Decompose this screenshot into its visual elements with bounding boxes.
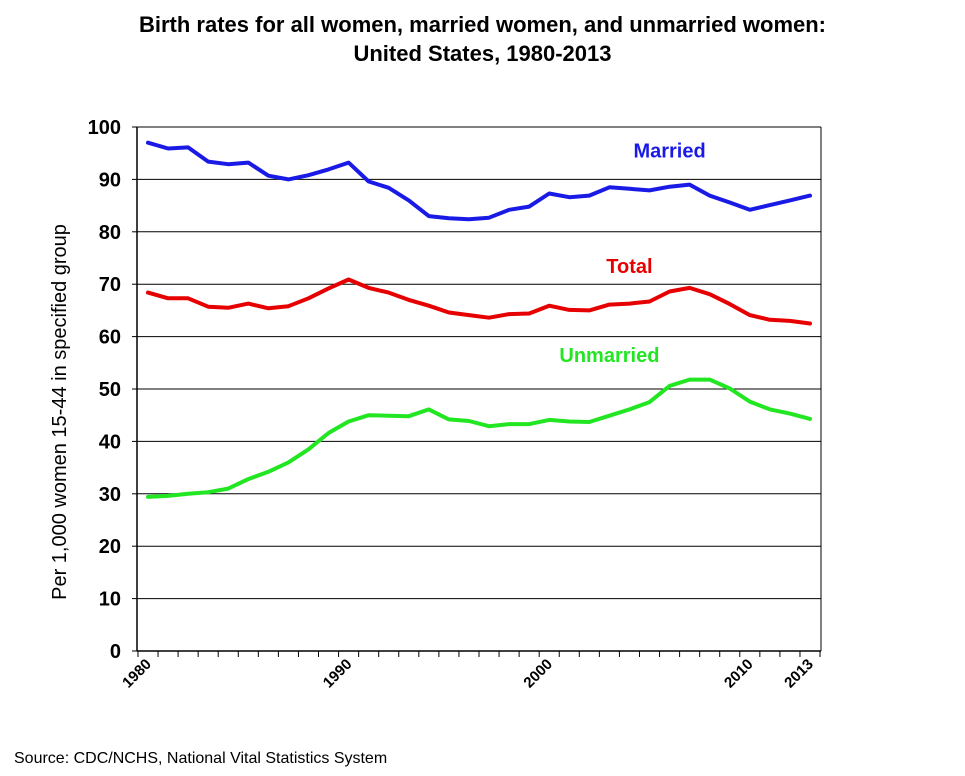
series-label-total: Total [606, 256, 652, 278]
axes [132, 126, 822, 657]
y-tick-label-60: 60 [99, 327, 121, 349]
x-tick-label-2013: 2013 [781, 656, 817, 692]
series-labels: Married Total Unmarried [559, 141, 705, 367]
x-tick-label-2010: 2010 [721, 656, 757, 692]
source-note: Source: CDC/NCHS, National Vital Statist… [14, 750, 388, 767]
x-tick-label-1990: 1990 [320, 656, 356, 692]
gridlines [137, 126, 821, 600]
y-tick-label-50: 50 [99, 379, 121, 401]
y-tick-label-100: 100 [88, 117, 121, 139]
y-tick-label-0: 0 [110, 641, 121, 663]
y-tick-label-80: 80 [99, 222, 121, 244]
series-line-married [146, 140, 812, 222]
series-line-total [146, 277, 812, 326]
chart-title-line-1: Birth rates for all women, married women… [138, 12, 827, 37]
y-tick-label-30: 30 [99, 484, 121, 506]
y-tick-label-90: 90 [99, 169, 121, 191]
y-tick-labels: 0 10 20 30 40 50 60 70 80 90 100 [88, 117, 121, 663]
series-label-unmarried: Unmarried [559, 345, 659, 367]
x-tick-label-1980: 1980 [119, 656, 155, 692]
x-tick-labels: 1980 1990 2000 2010 2013 [119, 656, 817, 692]
y-tick-label-40: 40 [99, 431, 121, 453]
chart-title-line-2: United States, 1980-2013 [353, 41, 612, 66]
y-axis-title: Per 1,000 women 15-44 in specified group [49, 224, 71, 600]
y-tick-label-20: 20 [99, 536, 121, 558]
y-tick-label-70: 70 [99, 274, 121, 296]
chart-title: Birth rates for all women, married women… [0, 10, 965, 68]
series-lines [146, 140, 812, 499]
y-tick-label-10: 10 [99, 589, 121, 611]
series-label-married: Married [633, 141, 705, 163]
x-tick-label-2000: 2000 [520, 656, 556, 692]
series-line-unmarried [146, 377, 812, 499]
